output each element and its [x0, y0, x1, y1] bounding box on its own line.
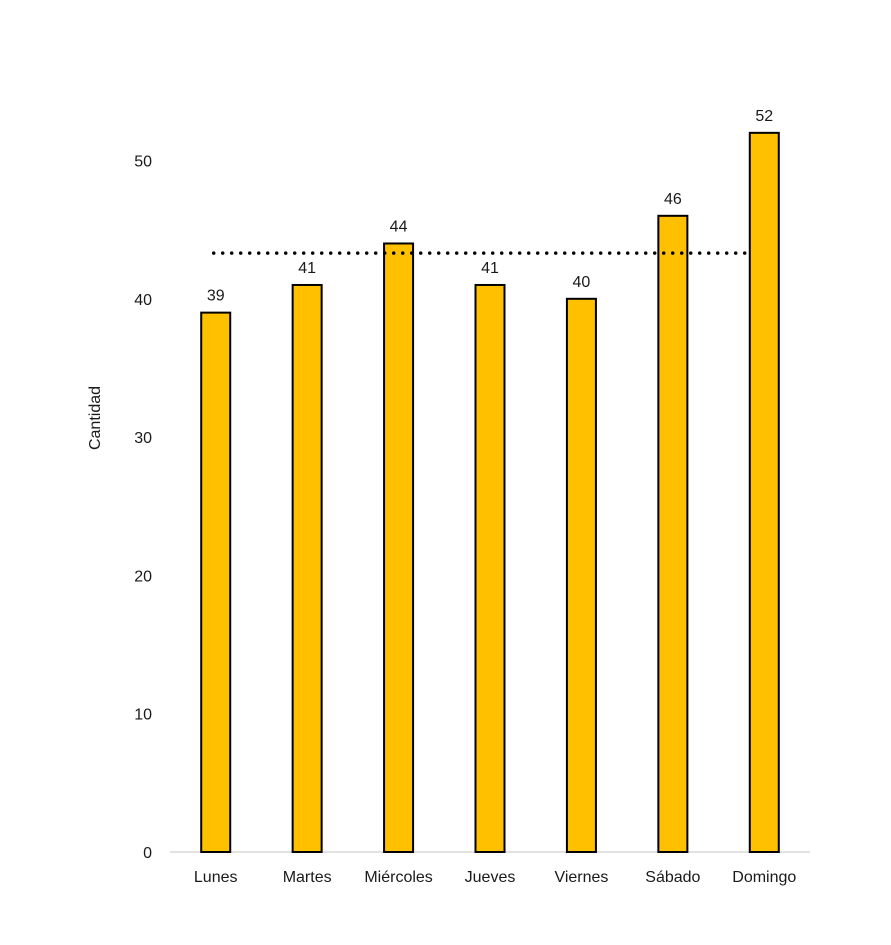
- bars-group: [200, 131, 780, 854]
- bar-viernes: [565, 297, 597, 853]
- data-label: 52: [755, 108, 773, 125]
- x-tick-label: Martes: [283, 869, 332, 886]
- data-label: 40: [573, 274, 591, 291]
- data-label: 46: [664, 191, 682, 208]
- x-tick-label: Viernes: [554, 869, 608, 886]
- bar-lunes: [200, 311, 232, 853]
- x-axis-ticks: Lunes Martes Miércoles Jueves Viernes Sábado D…: [194, 869, 796, 886]
- y-tick-label: 10: [134, 707, 152, 724]
- y-tick-label: 30: [134, 430, 152, 447]
- bar-domingo: [748, 131, 780, 853]
- x-tick-label: Domingo: [732, 869, 796, 886]
- y-tick-label: 20: [134, 568, 152, 585]
- y-tick-label: 0: [143, 845, 152, 862]
- x-tick-label: Miércoles: [364, 869, 432, 886]
- data-label: 44: [390, 218, 408, 235]
- bar-jueves: [474, 283, 506, 854]
- data-label: 41: [481, 260, 499, 277]
- data-label: 39: [207, 288, 225, 305]
- y-tick-label: 50: [134, 154, 152, 171]
- data-label: 41: [298, 260, 316, 277]
- y-axis-ticks: 0 10 20 30 40 50: [134, 154, 152, 863]
- x-tick-label: Jueves: [465, 869, 516, 886]
- bar-miércoles: [383, 242, 415, 854]
- bar-martes: [291, 283, 323, 854]
- x-tick-label: Sábado: [645, 869, 700, 886]
- bar-sábado: [657, 214, 689, 853]
- y-tick-label: 40: [134, 292, 152, 309]
- x-tick-label: Lunes: [194, 869, 238, 886]
- y-axis-title: Cantidad: [87, 386, 104, 450]
- data-labels-group: 39 41 44 41 40 46 52: [207, 108, 773, 305]
